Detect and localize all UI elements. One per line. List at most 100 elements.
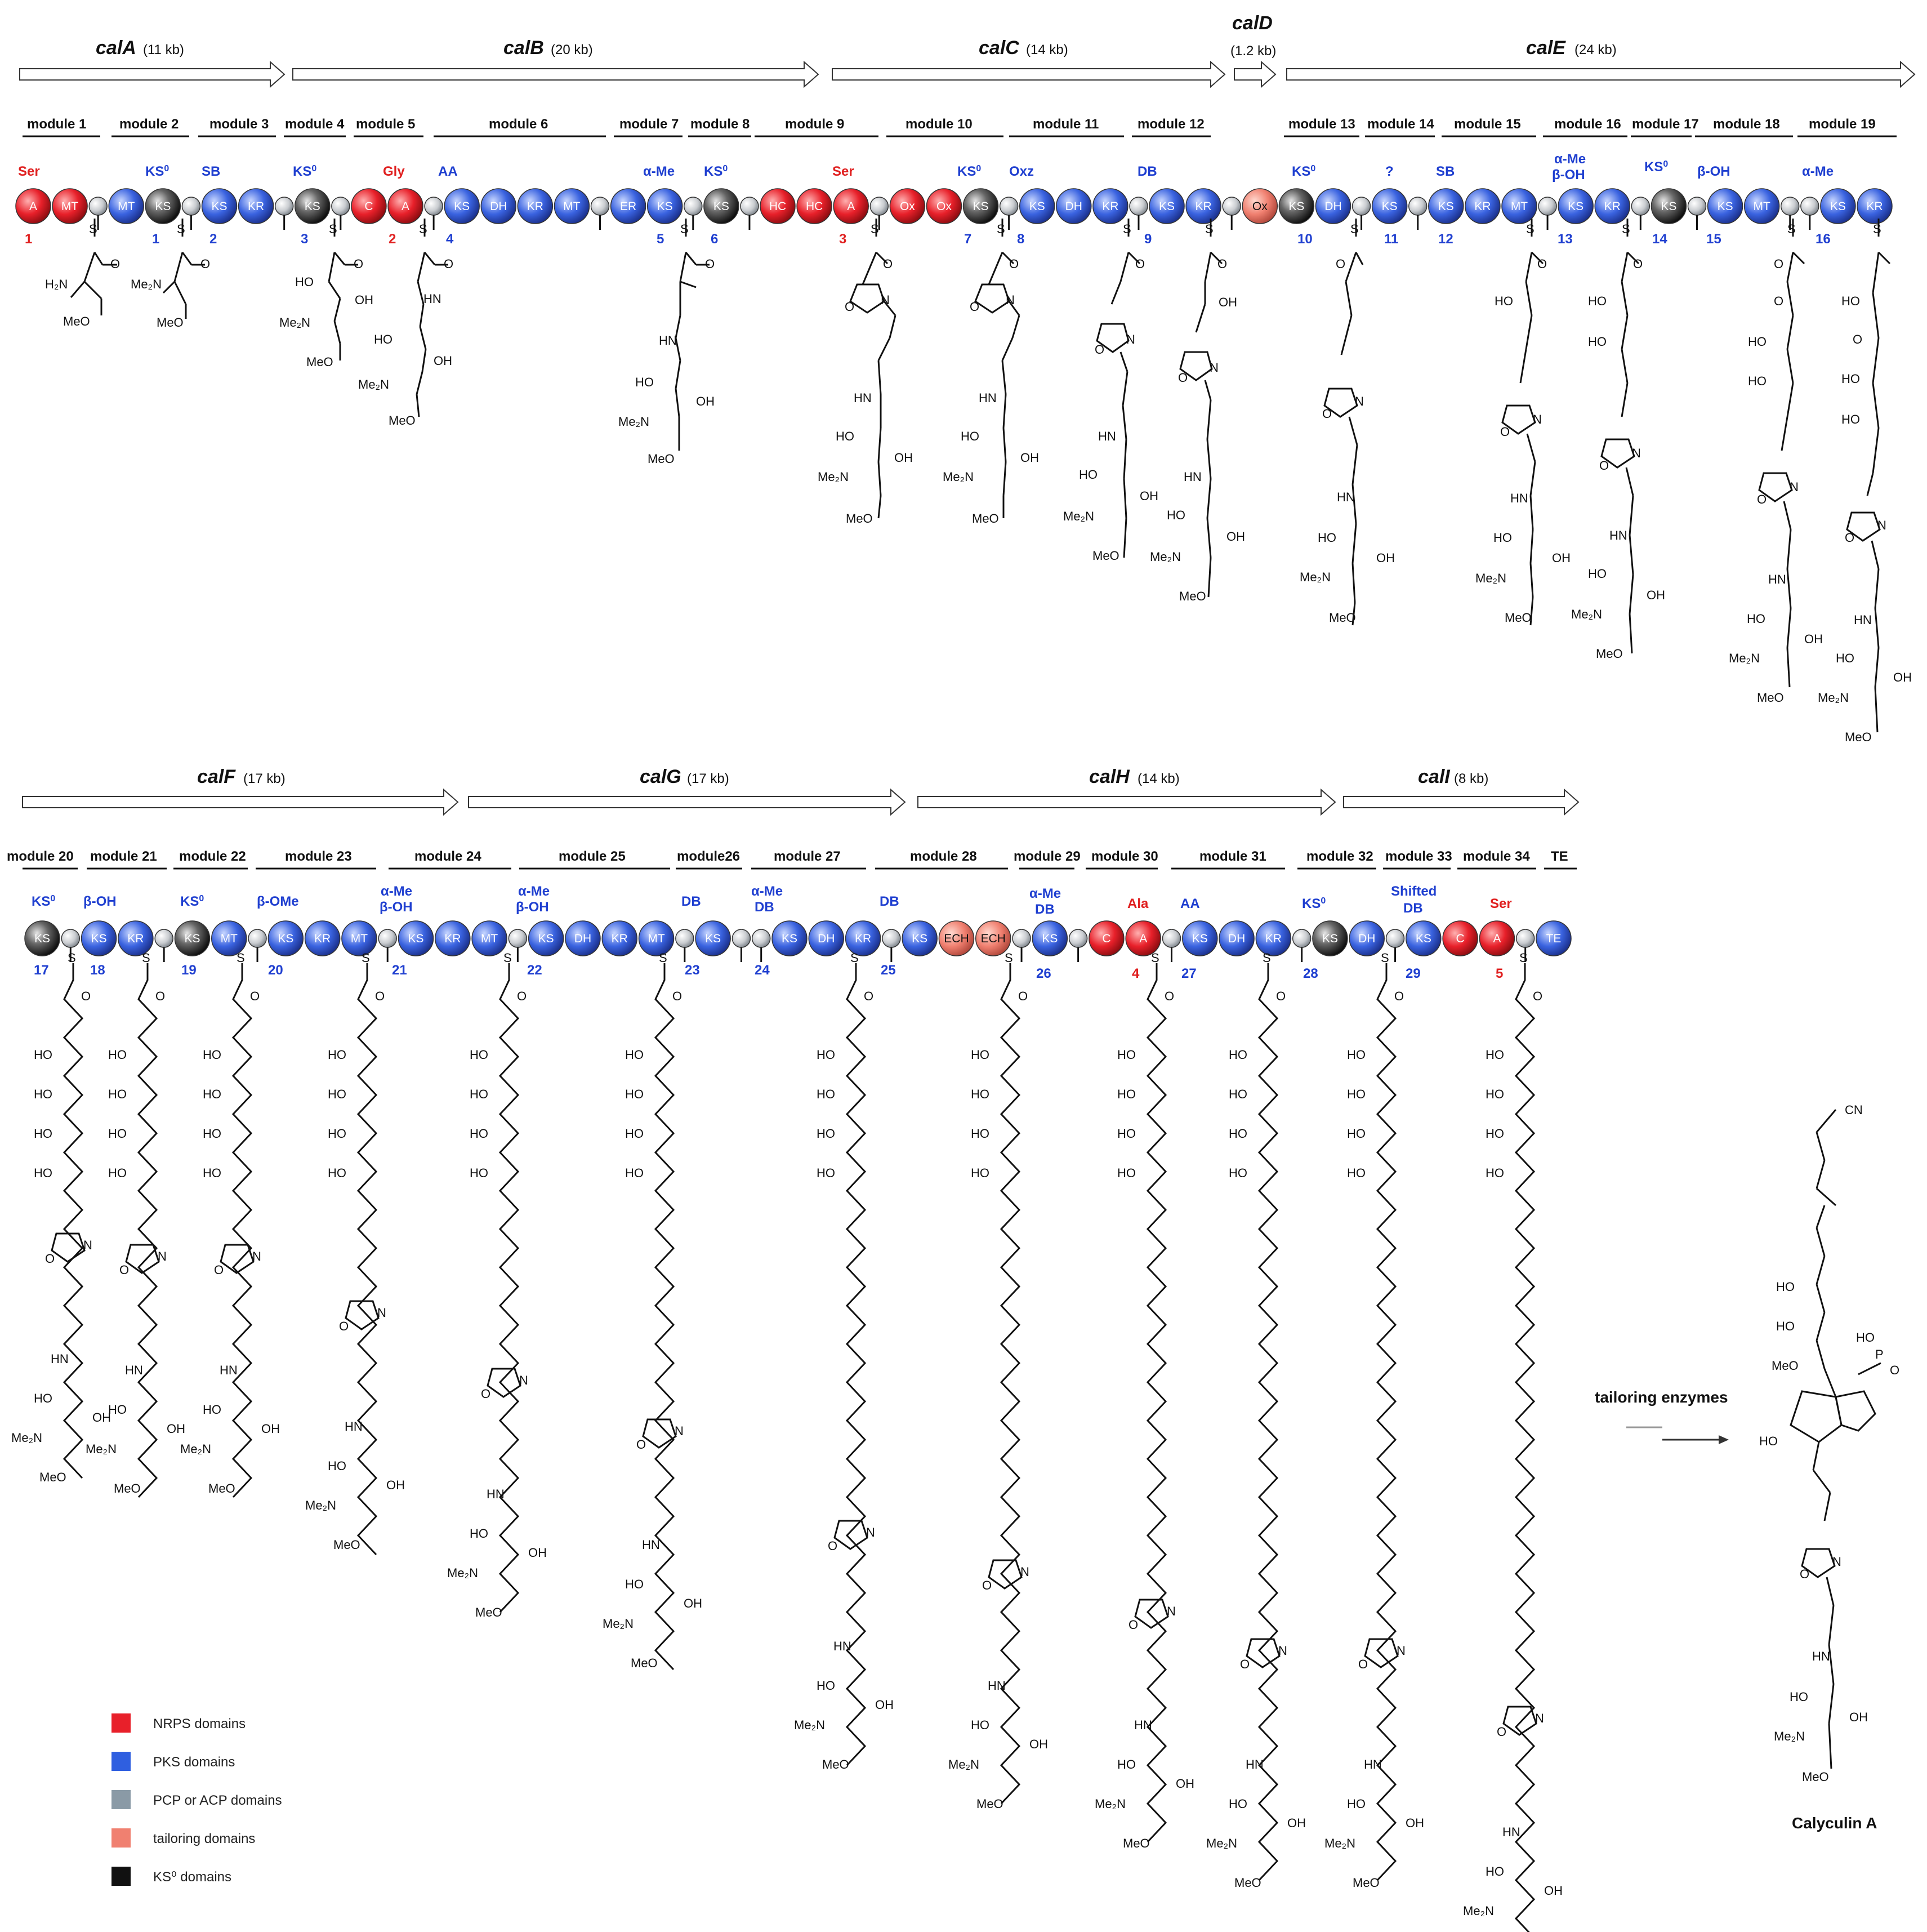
annotation: KS0: [1302, 896, 1326, 911]
hydroxyl-label: HO: [108, 1087, 127, 1101]
oxazole-ring: [1134, 1599, 1169, 1629]
sulfur-label: S: [1519, 951, 1528, 965]
sulfur-label: S: [871, 222, 879, 236]
svg-text:module 6: module 6: [489, 117, 548, 132]
domain-circle: [1536, 920, 1572, 956]
amide-label: HN: [854, 391, 872, 405]
annotation: DB: [755, 900, 774, 915]
hydroxyl-label: HO: [1347, 1797, 1366, 1811]
domain-ox: Ox: [1242, 188, 1278, 224]
domain-label: A: [1493, 932, 1501, 945]
domain-label: MT: [481, 932, 498, 945]
domain-circle: [295, 188, 331, 224]
svg-text:module 3: module 3: [209, 117, 269, 132]
domain-circle: [695, 920, 731, 956]
svg-text:module 7: module 7: [619, 117, 679, 132]
domain-label: KS: [91, 932, 107, 945]
sulfur-label: S: [1350, 222, 1359, 236]
domain-label: KS: [1192, 932, 1208, 945]
carrier-domain: [1631, 197, 1651, 230]
annotation-row-1: Ser KS0 SB KS0 Gly AA α-Me KS0 Ser KS0 O…: [18, 152, 1834, 182]
annotation: β-OH: [380, 900, 413, 915]
module-number: 18: [90, 963, 105, 978]
oxygen-label: O: [883, 257, 893, 271]
nitrogen-label: N: [1832, 1555, 1841, 1569]
gene-size: (1.2 kb): [1230, 43, 1276, 59]
domain-circle: [1185, 188, 1221, 224]
domain-hc: HC: [796, 188, 832, 224]
domain-label: KS: [34, 932, 50, 945]
domain-kr: KR: [517, 188, 554, 224]
domain-row-2: KS KS KR KS MT KS KR MT KS KR MT KS DH KR MT KS KS DH KR KS…: [24, 920, 1572, 962]
amide-label: HN: [833, 1639, 851, 1653]
domain-label: ECH: [981, 932, 1006, 945]
svg-text:module 18: module 18: [1713, 117, 1780, 132]
hydroxyl-label: HO: [1588, 567, 1607, 581]
module-number: 8: [1017, 232, 1024, 247]
annotation: β-OH: [83, 894, 117, 909]
domain-circle: [938, 920, 975, 956]
domain-kr: KR: [118, 920, 154, 956]
hydroxyl-label: HO: [971, 1087, 989, 1101]
domain-circle: [975, 920, 1011, 956]
domain-label: KR: [1866, 200, 1883, 213]
gene-size: (8 kb): [1454, 771, 1488, 786]
nitrogen-label: N: [252, 1249, 261, 1263]
amide-label: HN: [1812, 1649, 1830, 1663]
module-te: TE: [1544, 849, 1577, 870]
module-number: 4: [1132, 966, 1140, 981]
annotation: AA: [438, 164, 458, 179]
domain-label: KS: [1029, 200, 1045, 213]
hydroxyl-label: HO: [1486, 1127, 1504, 1141]
oxygen-label: O: [636, 1437, 646, 1452]
carrier-domain: [274, 197, 294, 230]
intermediate-14: [1846, 219, 1891, 733]
hydroxyl-label: HO: [625, 1166, 644, 1180]
domain-ks: KS: [1558, 188, 1594, 224]
oxygen-label: O: [1774, 294, 1783, 308]
domain-dh: DH: [1056, 188, 1092, 224]
hydroxyl-label: OH: [1176, 1777, 1194, 1791]
polyketide-chain: [1146, 963, 1167, 1843]
sulfur-label: S: [1263, 951, 1271, 965]
domain-circle: [274, 197, 294, 216]
domain-ks: KS: [703, 188, 739, 224]
domain-circle: [675, 929, 694, 948]
annotation: KS0: [957, 164, 981, 179]
domain-ks: KS: [145, 188, 181, 224]
dimethylamine-label: Me₂N: [131, 277, 162, 291]
domain-circle: [1292, 929, 1312, 948]
svg-text:module 9: module 9: [785, 117, 844, 132]
oxygen-label: O: [81, 989, 91, 1003]
module-number: 22: [527, 963, 542, 978]
annotation: DB: [1403, 901, 1423, 916]
hydroxyl-label: HO: [625, 1577, 644, 1591]
module-number: 3: [839, 232, 846, 247]
module-number: 12: [1438, 232, 1453, 247]
hydroxyl-label: HO: [34, 1087, 52, 1101]
domain-label: KS: [305, 200, 320, 213]
carrier-domain: [999, 197, 1019, 230]
hydroxyl-label: HO: [108, 1403, 127, 1417]
tailoring-label: tailoring enzymes: [1595, 1388, 1728, 1406]
domain-circle: [24, 920, 60, 956]
domain-circle: [1222, 197, 1241, 216]
hydroxyl-label: OH: [1029, 1737, 1048, 1751]
svg-text:module 12: module 12: [1138, 117, 1205, 132]
oxygen-label: O: [444, 257, 453, 271]
calyculin-a-structure: [1790, 1109, 1881, 1769]
svg-text:module 19: module 19: [1809, 117, 1876, 132]
intermediate-7: [974, 219, 1020, 518]
hydroxyl-label: HO: [971, 1718, 989, 1732]
intermediates-row-1: [70, 219, 1891, 733]
module-32: module 32: [1297, 849, 1376, 870]
gene-name: calF: [197, 766, 236, 787]
domain-ks: KS: [528, 920, 564, 956]
dimethylamine-label: Me₂N: [1463, 1904, 1494, 1918]
hydroxyl-label: HO: [635, 375, 654, 389]
polyketide-chain: [1257, 963, 1279, 1881]
domain-circle: [638, 920, 675, 956]
module-row-2: module 20 module 21 module 22 module 23 …: [7, 849, 1577, 870]
hydroxyl-label: HO: [817, 1087, 835, 1101]
domain-label: KR: [527, 200, 543, 213]
